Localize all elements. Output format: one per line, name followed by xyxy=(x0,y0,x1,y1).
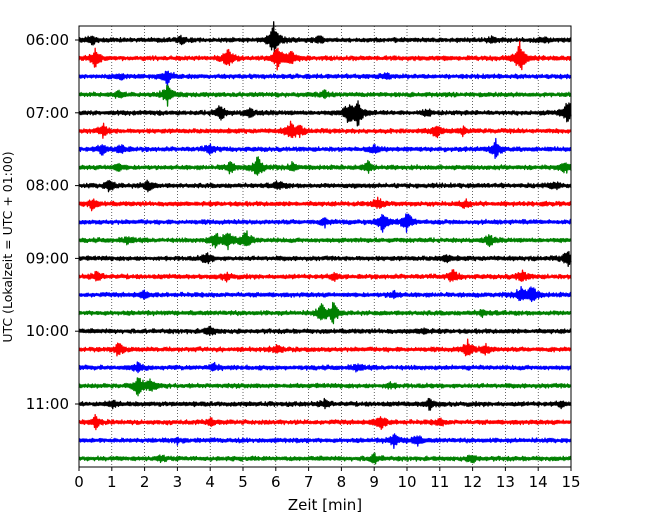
x-tick-label: 11 xyxy=(430,473,449,491)
trace-row-1015 xyxy=(78,338,572,357)
trace-row-0645 xyxy=(78,84,572,107)
y-tick-label: 07:00 xyxy=(26,104,69,122)
x-tick-label: 6 xyxy=(271,473,281,491)
x-axis-ticks: 0 1 2 3 4 5 6 7 8 9 10 11 12 13 14 15 xyxy=(74,467,581,491)
y-tick-label: 08:00 xyxy=(26,177,69,195)
x-tick-label: 13 xyxy=(496,473,515,491)
x-tick-label: 0 xyxy=(74,473,84,491)
trace-row-0815 xyxy=(78,196,572,212)
trace-row-1045 xyxy=(78,377,572,397)
plot-frame xyxy=(78,25,572,468)
trace-row-0730 xyxy=(78,137,572,160)
trace-row-0900 xyxy=(78,250,572,268)
trace-row-0930 xyxy=(78,285,572,303)
trace-rows xyxy=(78,21,572,465)
x-tick-label: 2 xyxy=(140,473,150,491)
x-tick-label: 3 xyxy=(173,473,183,491)
x-tick-label: 10 xyxy=(397,473,416,491)
trace-row-0800 xyxy=(78,179,572,193)
trace-row-0700 xyxy=(78,100,572,127)
y-tick-label: 09:00 xyxy=(26,249,69,267)
trace-row-1000 xyxy=(78,325,572,336)
trace-row-0630 xyxy=(78,70,572,86)
trace-row-1130 xyxy=(78,433,572,449)
trace-row-1030 xyxy=(78,361,572,374)
trace-row-1115 xyxy=(78,413,572,431)
x-tick-label: 5 xyxy=(238,473,248,491)
x-axis-label: Zeit [min] xyxy=(288,496,362,514)
x-tick-label: 7 xyxy=(304,473,314,491)
x-tick-label: 9 xyxy=(369,473,379,491)
trace-row-0600 xyxy=(78,21,572,53)
trace-row-1145 xyxy=(78,452,572,465)
x-tick-label: 4 xyxy=(205,473,215,491)
trace-row-0615 xyxy=(78,40,572,71)
y-tick-label: 06:00 xyxy=(26,31,69,49)
trace-row-0845 xyxy=(78,230,572,251)
x-tick-label: 8 xyxy=(337,473,347,491)
trace-row-0830 xyxy=(78,213,572,233)
x-tick-label: 12 xyxy=(463,473,482,491)
y-tick-label: 10:00 xyxy=(26,322,69,340)
y-tick-label: 11:00 xyxy=(26,395,69,413)
x-tick-label: 14 xyxy=(529,473,548,491)
x-tick-label: 1 xyxy=(107,473,117,491)
trace-row-0945 xyxy=(78,301,572,325)
y-axis-ticks: 06:00 07:00 08:00 09:00 10:00 11:00 xyxy=(26,31,79,413)
x-tick-label: 15 xyxy=(561,473,580,491)
trace-row-0715 xyxy=(78,120,572,139)
trace-row-0745 xyxy=(78,156,572,176)
trace-row-1100 xyxy=(78,397,572,411)
y-axis-label: UTC (Lokalzeit = UTC + 01:00) xyxy=(0,151,15,342)
trace-row-0915 xyxy=(78,269,572,283)
